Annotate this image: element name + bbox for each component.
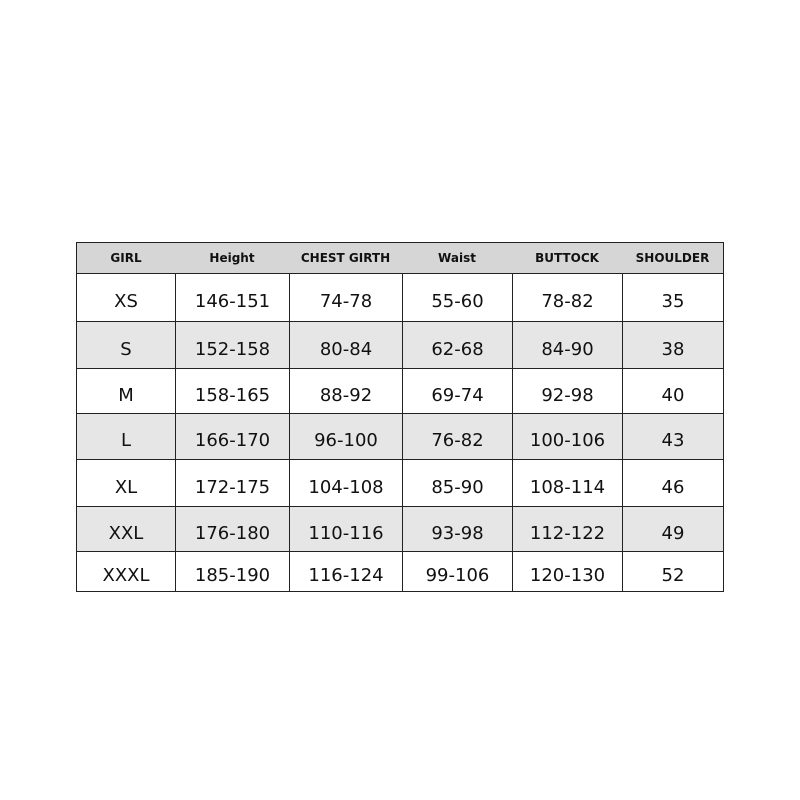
table-cell: 185-190: [175, 552, 289, 591]
table-cell: 99-106: [402, 552, 512, 591]
table-cell: 96-100: [289, 414, 402, 459]
table-cell: 152-158: [175, 322, 289, 368]
table-cell: 78-82: [512, 274, 622, 321]
header-cell: CHEST GIRTH: [300, 251, 391, 265]
table-cell: 62-68: [402, 322, 512, 368]
table-cell: 110-116: [289, 507, 402, 551]
header-cell: Waist: [438, 251, 476, 265]
table-cell: 84-90: [512, 322, 622, 368]
table-cell: XXXL: [102, 565, 150, 586]
table-row: S 152-158 80-84 62-68 84-90 38: [77, 321, 723, 368]
table-row: M 158-165 88-92 69-74 92-98 40: [77, 368, 723, 413]
table-cell: 116-124: [289, 552, 402, 591]
table-row: XS 146-151 74-78 55-60 78-82 35: [77, 273, 723, 321]
table-cell: XS: [114, 291, 138, 312]
table-cell: 146-151: [175, 274, 289, 321]
table-cell: 112-122: [512, 507, 622, 551]
table-cell: 158-165: [175, 369, 289, 413]
table-cell: XXL: [108, 522, 144, 544]
table-cell: 74-78: [289, 274, 402, 321]
table-cell: 108-114: [512, 460, 622, 506]
table-cell: 40: [622, 369, 723, 413]
table-row: L 166-170 96-100 76-82 100-106 43: [77, 413, 723, 459]
table-cell: 85-90: [402, 460, 512, 506]
table-cell: 93-98: [402, 507, 512, 551]
table-cell: 55-60: [402, 274, 512, 321]
table-cell: 120-130: [512, 552, 622, 591]
table-cell: 166-170: [175, 414, 289, 459]
table-cell: 69-74: [402, 369, 512, 413]
table-row: XL 172-175 104-108 85-90 108-114 46: [77, 459, 723, 506]
table-cell: S: [120, 338, 132, 360]
table-cell: XL: [114, 476, 138, 498]
size-table: GIRL Height CHEST GIRTH Waist BUTTOCK SHOULDE…: [76, 242, 724, 592]
table-cell: 92-98: [512, 369, 622, 413]
table-cell: 35: [622, 274, 723, 321]
header-cell: BUTTOCK: [535, 251, 599, 265]
table-cell: M: [118, 384, 134, 406]
table-cell: L: [120, 430, 132, 451]
table-cell: 46: [622, 460, 723, 506]
table-cell: 43: [622, 414, 723, 459]
table-cell: 80-84: [289, 322, 402, 368]
header-cell: GIRL: [110, 251, 142, 265]
table-cell: 104-108: [289, 460, 402, 506]
table-cell: 52: [622, 552, 723, 591]
table-cell: 100-106: [512, 414, 622, 459]
table-row: XXL 176-180 110-116 93-98 112-122 49: [77, 506, 723, 551]
table-cell: 38: [622, 322, 723, 368]
table-cell: 49: [622, 507, 723, 551]
table-cell: 76-82: [402, 414, 512, 459]
table-cell: 176-180: [175, 507, 289, 551]
table-row: XXXL 185-190 116-124 99-106 120-130 52: [77, 551, 723, 591]
header-cell: SHOULDER: [635, 251, 710, 265]
table-cell: 172-175: [175, 460, 289, 506]
table-cell: 88-92: [289, 369, 402, 413]
header-row: GIRL Height CHEST GIRTH Waist BUTTOCK SHOULDE…: [77, 243, 723, 273]
header-cell: Height: [209, 251, 255, 265]
